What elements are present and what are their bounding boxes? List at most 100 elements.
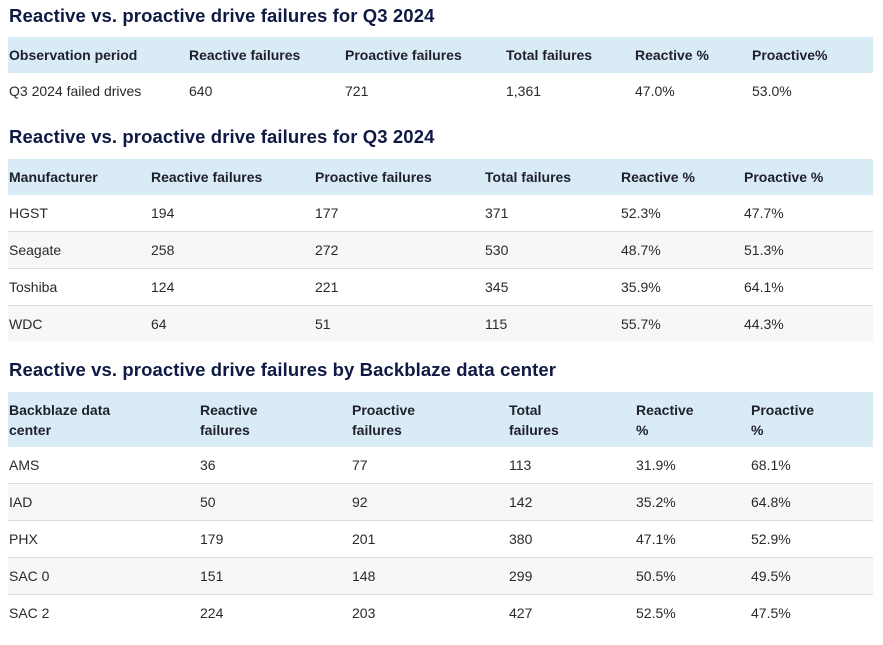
table-cell: 64.8% — [750, 483, 873, 521]
table-cell: 380 — [508, 520, 635, 558]
table-cell: Q3 2024 failed drives — [9, 83, 142, 99]
column-header: Observation period — [8, 37, 188, 73]
table-cell: 44.3% — [743, 305, 873, 342]
table-cell: 179 — [199, 520, 351, 558]
table-row: Q3 2024 failed drives 640 721 1,361 47.0… — [8, 73, 873, 109]
table-cell: 427 — [509, 605, 533, 621]
manufacturer-table: Manufacturer Reactive failures Proactive… — [8, 159, 873, 342]
table-header-row: Observation period Reactive failures Pro… — [8, 37, 873, 73]
table-cell: 115 — [484, 305, 620, 342]
table-cell: 124 — [150, 268, 314, 306]
column-header: Proactive failures — [314, 159, 484, 195]
table-cell: 272 — [314, 231, 484, 269]
table-cell: 77 — [351, 447, 508, 484]
column-header-line: Reactive — [200, 401, 258, 418]
table-cell: 52.9% — [750, 520, 873, 558]
column-header-line: Total — [509, 401, 542, 418]
table-cell: 142 — [508, 483, 635, 521]
column-header: Reactive % — [634, 37, 751, 73]
column-header-line: center — [9, 421, 52, 438]
column-header: Total failures — [508, 392, 635, 447]
section-title-data-center: Reactive vs. proactive drive failures by… — [9, 359, 557, 380]
column-header-line: % — [636, 421, 649, 438]
table-row: Seagate 258 272 530 48.7% 51.3% — [8, 231, 873, 269]
table-row: SAC 2 224 203 427 52.5% 47.5% — [8, 595, 873, 632]
table-header-row: Backblaze data center Reactive failures Pr… — [8, 392, 873, 447]
table-cell: 721 — [345, 83, 369, 99]
column-header-line: failures — [200, 421, 250, 438]
column-header: Reactive % — [620, 159, 743, 195]
table-cell: 50.5% — [635, 557, 750, 595]
table-cell: 31.9% — [635, 447, 750, 484]
column-header: Reactive failures — [199, 392, 351, 447]
table-cell: Toshiba — [8, 268, 150, 306]
table-cell: SAC 2 — [9, 605, 50, 621]
table-cell: Seagate — [8, 231, 150, 269]
table-row: SAC 0 151 148 299 50.5% 49.5% — [8, 557, 873, 595]
table-cell: 48.7% — [620, 231, 743, 269]
table-cell: 258 — [150, 231, 314, 269]
column-header-line: failures — [352, 421, 402, 438]
table-cell: 148 — [351, 557, 508, 595]
table-row: Toshiba 124 221 345 35.9% 64.1% — [8, 268, 873, 306]
table-cell: 47.5% — [751, 605, 791, 621]
table-cell: 221 — [314, 268, 484, 306]
table-cell: 530 — [484, 231, 620, 269]
table-cell: 49.5% — [750, 557, 873, 595]
table-cell: 35.9% — [620, 268, 743, 306]
table-cell: 35.2% — [635, 483, 750, 521]
table-cell: WDC — [8, 305, 150, 342]
table-cell: 194 — [150, 195, 314, 232]
table-cell: 47.7% — [743, 195, 873, 232]
section-title-manufacturer: Reactive vs. proactive drive failures fo… — [9, 126, 435, 147]
column-header: Reactive% — [635, 392, 750, 447]
column-header: Proactive% — [751, 37, 873, 73]
table-cell: 52.3% — [620, 195, 743, 232]
column-header-line: Proactive — [751, 401, 815, 418]
observation-period-table: Observation period Reactive failures Pro… — [8, 37, 873, 109]
column-header-line: Backblaze data — [9, 401, 111, 418]
column-header: Proactive% — [750, 392, 873, 447]
table-cell: IAD — [8, 483, 199, 521]
column-header-line: failures — [509, 421, 559, 438]
column-header: Total failures — [484, 159, 620, 195]
section-title-observation-period: Reactive vs. proactive drive failures fo… — [9, 5, 435, 26]
data-center-table: Backblaze data center Reactive failures Pr… — [8, 392, 873, 631]
column-header-line: Reactive — [636, 401, 694, 418]
column-header: Proactive % — [743, 159, 873, 195]
table-cell: 203 — [352, 605, 376, 621]
table-cell: PHX — [8, 520, 199, 558]
table-cell: 201 — [351, 520, 508, 558]
table-cell: HGST — [8, 195, 150, 232]
table-cell: 53.0% — [752, 83, 792, 99]
table-cell: 177 — [314, 195, 484, 232]
table-cell: 50 — [199, 483, 351, 521]
column-header: Proactive failures — [351, 392, 508, 447]
table-cell: 51 — [314, 305, 484, 342]
column-header: Proactive failures — [344, 37, 505, 73]
table-cell: 224 — [200, 605, 224, 621]
column-header: Total failures — [505, 37, 634, 73]
table-cell: SAC 0 — [8, 557, 199, 595]
table-cell: 36 — [199, 447, 351, 484]
table-cell: 345 — [484, 268, 620, 306]
table-cell: AMS — [8, 447, 199, 484]
table-cell: 1,361 — [506, 83, 542, 99]
table-cell: 151 — [199, 557, 351, 595]
table-cell: 47.1% — [635, 520, 750, 558]
table-cell: 92 — [351, 483, 508, 521]
column-header: Reactive failures — [188, 37, 344, 73]
column-header: Manufacturer — [8, 159, 150, 195]
table-cell: 47.0% — [635, 83, 675, 99]
table-cell: 113 — [508, 447, 635, 484]
column-header-line: % — [751, 421, 764, 438]
column-header: Backblaze data center — [8, 392, 199, 447]
column-header-line: Proactive — [352, 401, 416, 418]
table-row: IAD 50 92 142 35.2% 64.8% — [8, 483, 873, 521]
table-cell: 64 — [150, 305, 314, 342]
table-cell: 640 — [189, 83, 213, 99]
table-row: HGST 194 177 371 52.3% 47.7% — [8, 195, 873, 232]
table-header-row: Manufacturer Reactive failures Proactive… — [8, 159, 873, 195]
table-row: WDC 64 51 115 55.7% 44.3% — [8, 305, 873, 342]
